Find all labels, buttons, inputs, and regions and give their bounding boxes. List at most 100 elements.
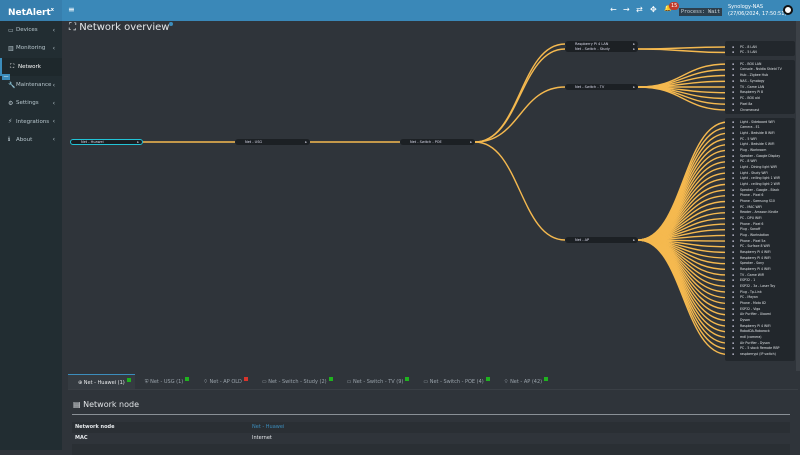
- tree-leaf[interactable]: ▪ Raspberry Pi 4 WiFi: [728, 324, 793, 329]
- tree-leaf[interactable]: ▪ Light - ceiling light 2 WiFi: [728, 182, 793, 187]
- tree-leaf[interactable]: ▪ Phone - Samsung S10: [728, 199, 793, 204]
- shield-icon: ⛨: [144, 379, 151, 385]
- sidebar-item-maintenance[interactable]: 🔧 Maintenance ‹: [0, 76, 62, 94]
- tree-leaf[interactable]: ▪ Air Purifier - Dyson: [728, 341, 793, 346]
- sidebar-item-network[interactable]: ⛶ Network: [0, 57, 62, 76]
- tree-leaf[interactable]: ▪ Hub - Zigbee Hub: [728, 73, 793, 78]
- tree-leaf[interactable]: ▪ Air Purifier - Xiaomi: [728, 312, 793, 317]
- tree-leaf[interactable]: ▪ PC - Surface 8 WiFi: [728, 244, 793, 249]
- tree-leaf[interactable]: ▪ TV - Game WiFi: [728, 273, 793, 278]
- tree-leaf[interactable]: ▪ PC - DPU WiFi: [728, 216, 793, 221]
- tree-leaf[interactable]: ▪ Plug - Tp-Link: [728, 290, 793, 295]
- tree-leaf[interactable]: ▪ Console - Nvidia Shield TV: [728, 67, 793, 72]
- tab-node[interactable]: ⌔ Net - AP OLD: [193, 374, 252, 389]
- tree-leaf[interactable]: ▪ PC - BOX LAN: [728, 62, 793, 67]
- tree-leaf[interactable]: ▪ PC - MAC WiFi: [728, 205, 793, 210]
- toggle-icon[interactable]: ▸: [137, 140, 139, 144]
- toggle-icon[interactable]: ▸: [633, 238, 635, 242]
- tree-leaf[interactable]: ▪ Reader - Amazon Kindle: [728, 210, 793, 215]
- tree-leaf[interactable]: ▪ Raspberry Pi 4 WiFi: [728, 267, 793, 272]
- tree-leaf[interactable]: ▪ Light - Study WiFi: [728, 171, 793, 176]
- tree-leaf[interactable]: ▪ PC - 5 LAN: [728, 50, 793, 55]
- tree-leaf[interactable]: ▪ ESP32 - 3a - Laser Toy: [728, 284, 793, 289]
- avatar[interactable]: [783, 5, 793, 15]
- tree-leaf[interactable]: ▪ ESP32 - 1: [728, 278, 793, 283]
- tree-leaf[interactable]: ▪ Phone - Moto 82: [728, 301, 793, 306]
- tree-leaf[interactable]: ▪ PC - BOX old: [728, 96, 793, 101]
- tree-leaf[interactable]: ▪ Light - Bedside B WiFi: [728, 131, 793, 136]
- move-icon[interactable]: ✥: [650, 5, 657, 14]
- tree-leaf[interactable]: ▪ ESP32 - Vigo: [728, 307, 793, 312]
- tree-leaf[interactable]: ▪ Phone - Pixel 6: [728, 193, 793, 198]
- back-icon[interactable]: ←: [610, 5, 617, 14]
- toggle-icon[interactable]: ▸: [470, 140, 472, 144]
- tab-node[interactable]: ▭ Net - Switch - POE (4): [413, 374, 493, 389]
- tree-node[interactable]: Net - Huawei ▸: [70, 139, 143, 145]
- tree-leaf[interactable]: ▪ Light - Dining light WiFi: [728, 165, 793, 170]
- tree-leaf[interactable]: ▪ PC - 8 LAN: [728, 45, 793, 50]
- tree-leaf[interactable]: ▪ PC - 8 WiFi: [728, 159, 793, 164]
- tree-leaf[interactable]: ▪ Phone - Pixel 6: [728, 222, 793, 227]
- bell-icon[interactable]: 🔔: [664, 5, 672, 12]
- tree-leaf[interactable]: ▪ Chromecast: [728, 108, 793, 113]
- tree-leaf[interactable]: ▪ Speaker - Google - Black: [728, 188, 793, 193]
- tree-leaf[interactable]: ▪ Plug - Workstation: [728, 233, 793, 238]
- tree-leaf[interactable]: ▪ mdl (camera): [728, 335, 793, 340]
- tree-leaf[interactable]: ▪ Light - Bedside S WiFi: [728, 142, 793, 147]
- toggle-icon[interactable]: ▸: [633, 85, 635, 89]
- tab-node[interactable]: ⛨ Net - USG (1): [135, 374, 193, 389]
- tree-leaf-label: PC - 5 LAN: [740, 50, 757, 54]
- hamburger-icon[interactable]: ≡: [68, 5, 75, 14]
- tree-leaf-label: PC - Surface 8 WiFi: [740, 244, 770, 249]
- help-dot-icon[interactable]: [169, 22, 174, 26]
- tree-node[interactable]: Net - AP ▸: [565, 237, 638, 243]
- tab-node[interactable]: ▭ Net - Switch - TV (9): [337, 374, 414, 389]
- detail-value-link[interactable]: Net - Huawei: [252, 424, 285, 430]
- tree-leaf[interactable]: ▪ Raspberry Pi 4 WiFi: [728, 250, 793, 255]
- sidebar-item-integrations[interactable]: ⚡ Integrations ‹: [0, 112, 62, 130]
- tree-leaf[interactable]: ▪ Dyson: [728, 318, 793, 323]
- tree-leaf[interactable]: ▪ Speaker - Google Display: [728, 154, 793, 159]
- tree-leaf[interactable]: ▪ Raspberry Pi 8: [728, 90, 793, 95]
- tab-node[interactable]: ▭ Net - Switch - Study (2): [252, 374, 337, 389]
- tab-node[interactable]: ⌔ Net - AP (42): [494, 374, 552, 389]
- sidebar-item-settings[interactable]: ⚙ Settings ‹: [0, 94, 62, 112]
- tree-leaf[interactable]: ▪ raspberrypi (IP switch): [728, 352, 793, 357]
- sidebar-item-monitoring[interactable]: ▥ Monitoring ‹: [0, 39, 62, 57]
- tree-node[interactable]: Net - USG ▸: [235, 139, 310, 145]
- tree-leaf[interactable]: ▪ Light - Sideboard WiFi: [728, 120, 793, 125]
- sidebar-item-devices[interactable]: ▭ Devices ‹: [0, 21, 62, 39]
- tree-leaf[interactable]: ▪ Pixel 8a: [728, 102, 793, 107]
- tree-leaf[interactable]: ▪ NAS - Synology: [728, 79, 793, 84]
- tree-leaf[interactable]: ▪ Plug - Sonoff: [728, 227, 793, 232]
- sidebar-item-about[interactable]: ℹ About ‹: [0, 131, 62, 149]
- tree-node[interactable]: Raspberry Pi 4 LAN ▸: [565, 41, 638, 47]
- logo[interactable]: NetAlertx: [0, 0, 62, 21]
- tree-leaf[interactable]: ▪ Raspberry Pi 4 WiFi: [728, 256, 793, 261]
- tree-node[interactable]: Net - Switch - Study ▸: [565, 46, 638, 52]
- tree-leaf[interactable]: ▪ Speaker - Sony: [728, 261, 793, 266]
- tree-leaf[interactable]: ▪ RobotDA-Roborock: [728, 329, 793, 334]
- tree-leaf-label: Air Purifier - Xiaomi: [740, 312, 771, 317]
- tree-leaf-label: NAS - Synology: [740, 78, 765, 83]
- tree-leaf[interactable]: ▪ Phone - Pixel 5a: [728, 239, 793, 244]
- tree-leaf[interactable]: ▪ PC - 5 WiFi: [728, 137, 793, 142]
- collapse-toggle[interactable]: —: [2, 74, 10, 80]
- scrollbar[interactable]: [796, 21, 800, 371]
- toggle-icon[interactable]: ▸: [305, 140, 307, 144]
- node-tabs: ⊕ Net - Huawei (1) ⛨ Net - USG (1) ⌔ Net -…: [68, 374, 798, 390]
- tree-leaf[interactable]: ▪ Camera - E1: [728, 125, 793, 130]
- refresh-icon[interactable]: ⇄: [636, 5, 643, 14]
- tree-leaf[interactable]: ▪ PC - 5 stock Remote RBP: [728, 346, 793, 351]
- tree-leaf[interactable]: ▪ Plug - Workroom: [728, 148, 793, 153]
- toggle-icon[interactable]: ▸: [633, 42, 635, 46]
- tree-leaf-label: Phone - Moto 82: [740, 300, 767, 305]
- tree-leaf[interactable]: ▪ TV - Game LAN: [728, 85, 793, 90]
- tree-node[interactable]: Net - Switch - POE ▸: [400, 139, 475, 145]
- tree-leaf[interactable]: ▪ PC - Mayan: [728, 295, 793, 300]
- toggle-icon[interactable]: ▸: [633, 47, 635, 51]
- tree-leaf[interactable]: ▪ Light - ceiling light 1 WiFi: [728, 176, 793, 181]
- forward-icon[interactable]: →: [623, 5, 630, 14]
- tree-node[interactable]: Net - Switch - TV ▸: [565, 84, 638, 90]
- tab-node[interactable]: ⊕ Net - Huawei (1): [68, 374, 135, 389]
